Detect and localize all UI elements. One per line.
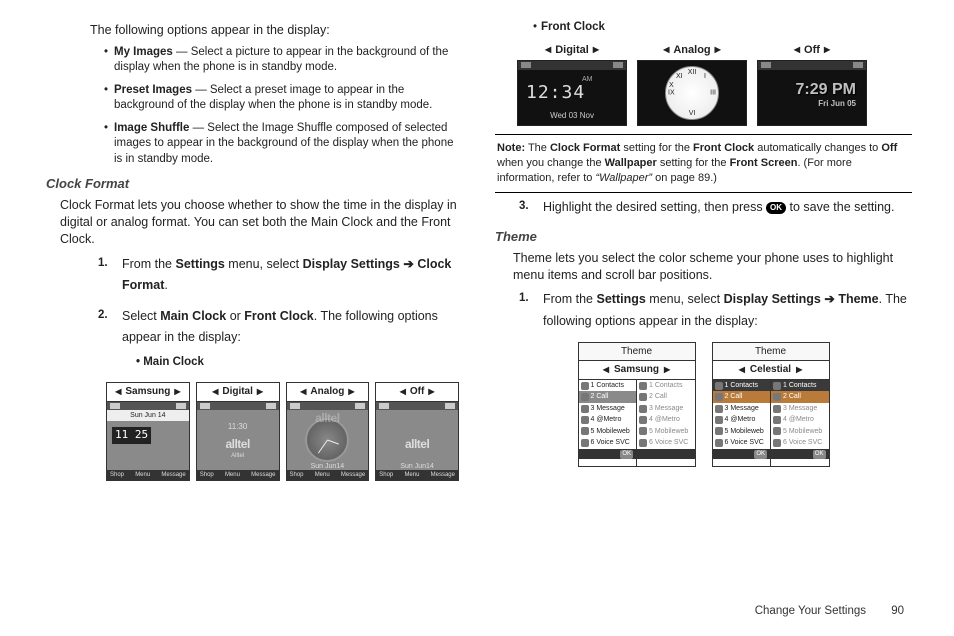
theme-desc: Theme lets you select the color scheme y… [513,250,912,284]
page-footer: Change Your Settings 90 [755,604,904,620]
right-arrow-icon: ▶ [174,387,180,398]
step-3: Highlight the desired setting, then pres… [525,197,912,218]
divider [495,134,912,135]
step3-list: Highlight the desired setting, then pres… [525,197,912,218]
shot-off: ◀Off▶ alltel Sun Jun14 ShopMenuMessage [375,382,459,481]
theme-heading: Theme [495,228,912,246]
note-text: Note: The Clock Format setting for the F… [495,141,912,193]
ok-icon: OK [766,202,786,214]
footer-label: Change Your Settings [755,605,866,617]
theme-steps: From the Settings menu, select Display S… [525,289,912,332]
left-column: The following options appear in the disp… [42,18,459,487]
front-clock-screenshots: ◀Digital▶ AM 12:34 Wed 03 Nov ◀Analog▶ X… [517,43,912,127]
shot-digital: ◀Digital▶ 11:30 alltel Alltel ShopMenuMe… [196,382,280,481]
front-clock-label: Front Clock [541,21,605,33]
theme-step-1: From the Settings menu, select Display S… [525,289,912,332]
clock-format-desc: Clock Format lets you choose whether to … [60,197,459,248]
theme-samsung: Theme ◀Samsung▶ 1 Contacts 2 Call 3 Mess… [578,342,696,467]
clock-step-1: From the Settings menu, select Display S… [104,254,459,297]
shot-samsung: ◀Samsung▶ Sun Jun 14 11 25 ShopMenuMessa… [106,382,190,481]
main-clock-label: • Main Clock [136,353,459,373]
main-clock-screenshots: ◀Samsung▶ Sun Jun 14 11 25 ShopMenuMessa… [106,382,459,481]
front-clock-bullet: Front Clock [533,20,912,36]
intro-text: The following options appear in the disp… [90,22,459,39]
fc-analog: ◀Analog▶ XII III VI IX XI X I [637,43,747,127]
clock-format-heading: Clock Format [46,175,459,193]
clock-step-2: Select Main Clock or Front Clock. The fo… [104,306,459,372]
left-arrow-icon: ◀ [115,387,121,398]
clock-steps: From the Settings menu, select Display S… [104,254,459,373]
opt-preset-images: Preset Images — Select a preset image to… [104,83,459,114]
theme-screenshots: Theme ◀Samsung▶ 1 Contacts 2 Call 3 Mess… [495,342,912,467]
fc-digital: ◀Digital▶ AM 12:34 Wed 03 Nov [517,43,627,127]
opt-my-images: My Images — Select a picture to appear i… [104,45,459,76]
options-list: My Images — Select a picture to appear i… [104,45,459,168]
theme-celestial: Theme ◀Celestial▶ 1 Contacts 2 Call 3 Me… [712,342,830,467]
fc-off: ◀Off▶ 7:29 PM Fri Jun 05 [757,43,867,127]
opt-image-shuffle: Image Shuffle — Select the Image Shuffle… [104,121,459,168]
page-number: 90 [891,605,904,617]
right-column: Front Clock ◀Digital▶ AM 12:34 Wed 03 No… [495,18,912,487]
shot-analog: ◀Analog▶ alltel Sun Jun14 ShopMenuMessag… [286,382,370,481]
